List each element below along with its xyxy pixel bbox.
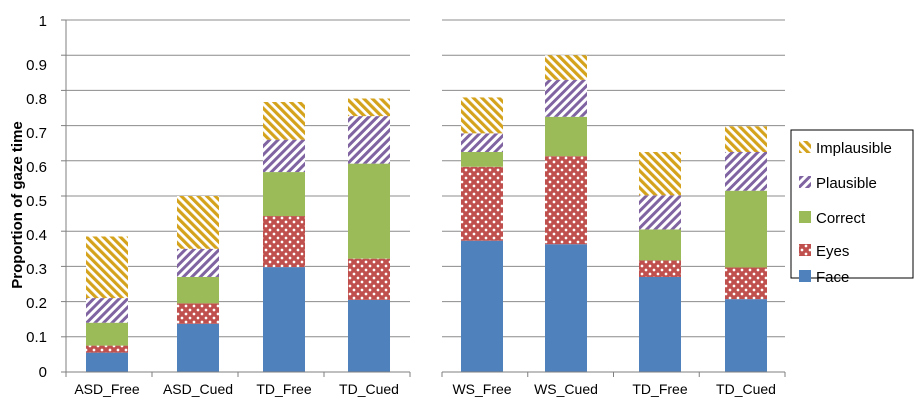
y-tick-label: 0.2: [26, 295, 47, 312]
bar-segment-plausible: [263, 139, 305, 173]
bar-segment-correct: [177, 276, 219, 304]
bar-segment-plausible: [86, 298, 128, 323]
y-tick-label: 0.7: [26, 125, 47, 142]
axes: [61, 19, 786, 377]
bar-segment-face: [461, 240, 503, 372]
bar-segment-correct: [263, 172, 305, 217]
bar-segment-correct: [86, 322, 128, 346]
x-category-label: TD_Cued: [716, 381, 776, 397]
legend-box: [790, 129, 914, 279]
bar-segment-plausible: [348, 116, 390, 164]
bar-segment-plausible: [639, 195, 681, 230]
x-category-label: TD_Free: [256, 381, 311, 397]
bar-segment-face: [263, 267, 305, 372]
bar-segment-correct: [348, 163, 390, 259]
bar-segment-implausible: [545, 55, 587, 80]
legend-label: Implausible: [816, 140, 892, 157]
bar-segment-correct: [545, 116, 587, 157]
x-category-label: TD_Free: [632, 381, 687, 397]
bar-segment-implausible: [263, 102, 305, 140]
bar-segment-eyes: [461, 166, 503, 241]
bar-segment-eyes: [263, 216, 305, 268]
x-category-label: WS_Free: [452, 381, 511, 397]
bar-segment-face: [725, 299, 767, 372]
y-tick-label: 1: [39, 13, 47, 30]
bars: [86, 55, 767, 372]
bar-segment-face: [86, 352, 128, 372]
bar-segment-face: [545, 244, 587, 372]
bar-segment-plausible: [545, 79, 587, 117]
x-category-label: ASD_Free: [74, 381, 140, 397]
legend: Implausible Plausible Correct Eyes Face: [790, 129, 914, 286]
legend-swatch-implausible: [799, 141, 811, 153]
legend-label: Plausible: [816, 175, 877, 192]
y-tick-label: 0.5: [26, 193, 47, 210]
bar-segment-plausible: [461, 133, 503, 152]
legend-swatch-eyes: [799, 244, 811, 256]
legend-swatch-correct: [799, 211, 811, 223]
bar-segment-face: [177, 323, 219, 372]
bar-segment-face: [348, 299, 390, 372]
x-category-label: ASD_Cued: [163, 381, 233, 397]
bar-segment-eyes: [725, 267, 767, 300]
legend-swatch-plausible: [799, 176, 811, 188]
bar-segment-correct: [639, 229, 681, 261]
bar-segment-plausible: [725, 152, 767, 191]
y-axis-title: Proportion of gaze time: [9, 121, 26, 289]
y-tick-label: 0.6: [26, 159, 47, 176]
bar-segment-eyes: [177, 303, 219, 324]
bar-segment-implausible: [86, 236, 128, 299]
y-tick-labels: 0 0.1 0.2 0.3 0.4 0.5 0.6 0.7 0.8 0.9 1: [26, 13, 47, 381]
legend-label: Eyes: [816, 243, 849, 260]
bar-segment-eyes: [639, 260, 681, 277]
bar-segment-implausible: [461, 97, 503, 134]
y-tick-label: 0: [39, 364, 47, 381]
bar-segment-implausible: [348, 98, 390, 117]
y-tick-label: 0.8: [26, 91, 47, 108]
x-category-labels: ASD_Free ASD_Cued TD_Free TD_Cued WS_Fre…: [74, 381, 776, 397]
y-tick-label: 0.4: [26, 227, 47, 244]
bar-segment-correct: [461, 152, 503, 167]
y-tick-label: 0.3: [26, 261, 47, 278]
y-tick-label: 0.9: [26, 57, 47, 74]
bar-segment-eyes: [545, 156, 587, 245]
bar-segment-implausible: [639, 152, 681, 196]
legend-swatch-face: [799, 270, 811, 282]
x-category-label: TD_Cued: [339, 381, 399, 397]
legend-label: Face: [816, 269, 849, 286]
legend-label: Correct: [816, 210, 866, 227]
bar-segment-implausible: [725, 126, 767, 152]
bar-segment-eyes: [86, 345, 128, 353]
bar-segment-eyes: [348, 258, 390, 300]
y-tick-label: 0.1: [26, 329, 47, 346]
x-category-label: WS_Cued: [534, 381, 598, 397]
bar-segment-implausible: [177, 196, 219, 249]
bar-segment-correct: [725, 190, 767, 268]
bar-segment-face: [639, 276, 681, 372]
bar-segment-plausible: [177, 248, 219, 277]
